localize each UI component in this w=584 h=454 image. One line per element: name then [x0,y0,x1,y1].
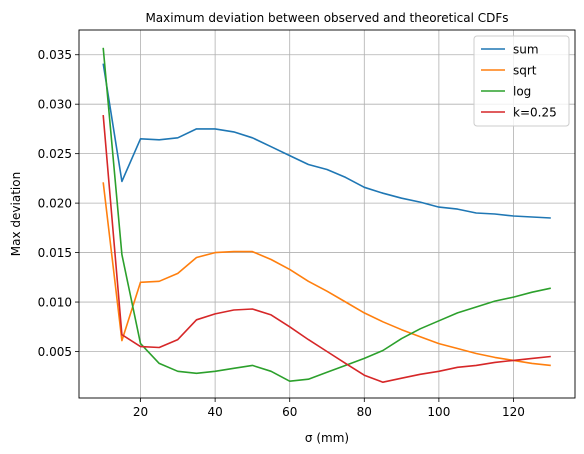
y-tick-label: 0.020 [38,197,72,211]
y-tick-label: 0.025 [38,147,72,161]
legend-label: sum [513,43,539,57]
legend-label: sqrt [513,64,537,78]
chart-title: Maximum deviation between observed and t… [145,11,508,25]
legend-label: log [513,85,531,99]
legend-label: k=0.25 [513,106,557,120]
y-tick-label: 0.010 [38,296,72,310]
x-tick-label: 80 [357,405,372,419]
legend-box [473,35,570,127]
series-line-sqrt [102,182,551,367]
y-tick-label: 0.035 [38,48,72,62]
plot-frame [78,29,576,399]
series-lines [102,47,551,384]
x-tick-label: 60 [282,405,297,419]
series-line-sum [102,63,551,219]
series-line-k-0-25 [102,115,551,384]
x-tick-label: 20 [133,405,148,419]
y-tick-label: 0.030 [38,98,72,112]
y-tick-label: 0.005 [38,345,72,359]
x-axis-title: σ (mm) [305,431,349,445]
axis-ticks: 20 40 60 80 100 120 0.005 0.010 0.015 0.020 0.025 0… [38,48,525,419]
x-tick-label: 40 [207,405,222,419]
x-tick-label: 100 [427,405,450,419]
legend: sum sqrt log k=0.25 [473,35,570,127]
y-tick-label: 0.015 [38,246,72,260]
y-axis-title: Max deviation [9,172,23,256]
series-line-log [102,47,551,383]
x-tick-label: 120 [502,405,525,419]
